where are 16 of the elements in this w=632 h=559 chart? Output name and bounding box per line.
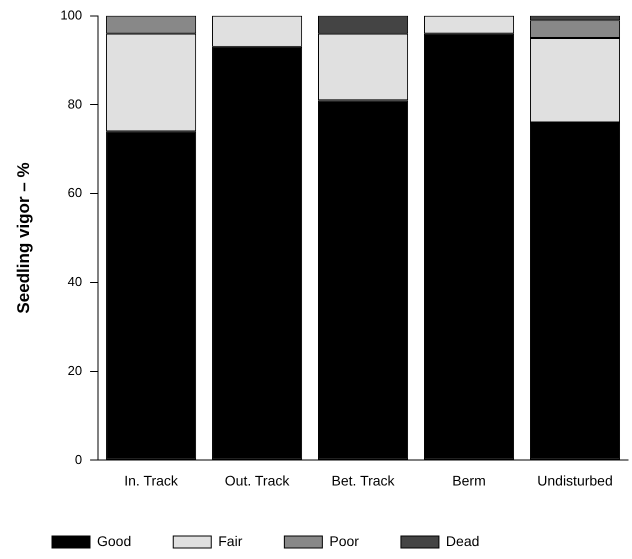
x-tick-label: Berm [452, 472, 486, 488]
y-tick-label: 80 [68, 96, 82, 112]
x-tick-label: Out. Track [224, 472, 290, 488]
x-tick-label: In. Track [124, 472, 179, 488]
x-tick-label: Undisturbed [537, 472, 613, 488]
x-tick-label: Bet. Track [332, 472, 396, 488]
y-tick-label: 40 [68, 274, 82, 290]
legend-label: Poor [329, 532, 360, 549]
y-tick-label: 100 [60, 7, 82, 22]
legend-label: Fair [218, 532, 243, 549]
y-axis-title: Seedling vigor – % [14, 162, 33, 314]
legend-label: Dead [446, 532, 480, 549]
y-tick-label: 60 [68, 185, 82, 200]
y-tick-label: 0 [74, 452, 82, 467]
y-tick-label: 20 [68, 362, 82, 378]
legend-label: Good [97, 532, 132, 549]
